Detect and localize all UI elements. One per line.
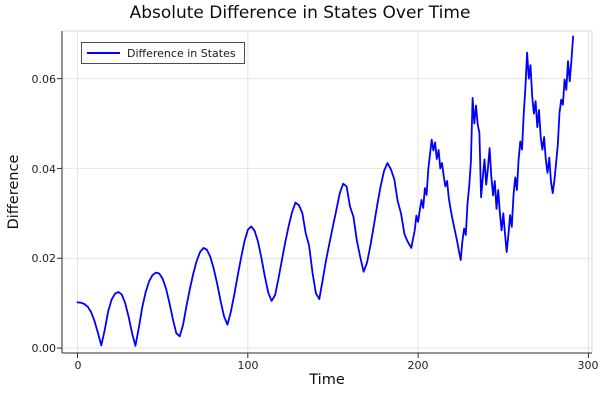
data-series [76,35,574,347]
legend-entry-label: Difference in States [127,46,236,60]
y-tick-label-0.00: 0.00 [31,342,57,355]
x-tick-label-300: 300 [577,359,599,372]
plot-frame [61,30,593,354]
x-tick-label-200: 200 [407,359,429,372]
legend-box: Difference in States [81,42,245,64]
chart-title: Absolute Difference in States Over Time [129,3,471,23]
gridlines [62,31,592,353]
y-tick-label-0.02: 0.02 [31,252,57,265]
legend-line-swatch [87,52,120,54]
y-tick-label-0.06: 0.06 [31,73,57,86]
y-tick-label-0.04: 0.04 [31,163,57,176]
x-tick-label-0: 0 [74,359,82,372]
x-tick-label-100: 100 [237,359,259,372]
x-axis-label: Time [309,372,345,388]
axis-ticks [57,78,589,358]
